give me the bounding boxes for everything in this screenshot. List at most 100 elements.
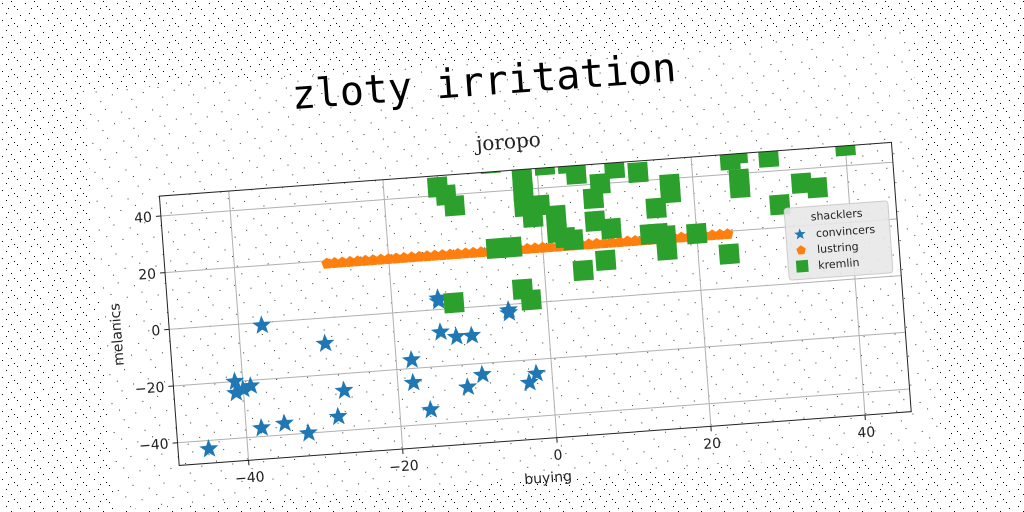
y-tick-label: 20: [138, 266, 157, 283]
lustring-point: [436, 249, 449, 261]
legend-marker-lustring: [796, 245, 806, 255]
kremlin-point: [729, 176, 751, 199]
lustring-point: [406, 251, 418, 263]
convincers-point: [421, 399, 441, 419]
convincers-point: [428, 291, 448, 310]
kremlin-point: [443, 292, 465, 314]
lustring-point: [336, 256, 349, 268]
convincers-point: [401, 350, 421, 369]
lustring-point: [467, 246, 480, 258]
axes-frame: [158, 141, 912, 466]
lustring-point: [321, 257, 333, 269]
convincers-point: [199, 438, 219, 458]
convincers-point: [251, 418, 271, 437]
convincers-point: [430, 322, 450, 341]
lustring-point: [714, 228, 726, 240]
kremlin-point: [545, 204, 567, 227]
legend-marker-convincers: [794, 228, 806, 240]
lustring-point: [390, 252, 402, 264]
lustring-point: [429, 249, 441, 261]
x-tick-label: 40: [857, 424, 876, 441]
kremlin-point: [627, 161, 649, 184]
lustring-point: [721, 228, 734, 240]
convincers-point: [334, 380, 354, 400]
y-tick-label: −40: [139, 436, 170, 454]
figure: zloty irritation joropo −40−2002040−40−2…: [83, 30, 943, 511]
lustring-point: [328, 257, 341, 269]
convincers-point: [472, 364, 492, 384]
legend-entry-lustring: lustring: [817, 240, 859, 256]
legend-title: shacklers: [810, 207, 863, 224]
convincers-point: [446, 326, 466, 346]
y-tick-label: −20: [134, 380, 165, 398]
x-gridline: [844, 145, 866, 416]
kremlin-point: [790, 172, 813, 194]
grid-lines: [160, 145, 910, 461]
kremlin-point: [562, 229, 584, 251]
convincers-point: [241, 376, 261, 395]
kremlin-point: [806, 177, 829, 199]
tick-labels: −40 −20 0 20 40 −40 −20 0 20 40: [134, 210, 876, 488]
x-gridline: [690, 157, 712, 427]
convincers-point: [315, 333, 335, 353]
lustring-point: [359, 254, 372, 266]
y-gridline: [173, 331, 906, 387]
kremlin-point: [659, 173, 681, 195]
lustring-point: [675, 231, 688, 243]
lustring-point: [352, 255, 364, 267]
lustring-point: [382, 253, 395, 265]
convincers-point: [462, 325, 482, 345]
legend-entry-kremlin: kremlin: [818, 256, 860, 272]
convincers-point: [526, 363, 546, 383]
x-gridline: [228, 190, 250, 461]
convincers-point: [498, 300, 518, 319]
convincers-point: [403, 372, 423, 392]
y-gridline: [177, 388, 910, 444]
convincers-point: [252, 315, 272, 334]
lustring-point: [452, 248, 464, 260]
axes-title: joropo: [473, 127, 541, 156]
kremlin-point: [501, 236, 523, 258]
convincers-point: [328, 406, 348, 426]
kremlin-point: [443, 195, 466, 217]
convincers-point: [225, 371, 245, 391]
legend-entry-convincers: convincers: [815, 223, 875, 240]
x-axis-label: buying: [524, 469, 573, 488]
convincers-point: [298, 423, 318, 442]
kremlin-point: [565, 163, 587, 185]
kremlin-point: [656, 239, 678, 261]
lustring-point: [444, 248, 456, 260]
lustring-point: [413, 250, 426, 262]
lustring-point: [398, 251, 410, 264]
lustring-point: [521, 242, 533, 254]
kremlin-point: [584, 210, 606, 232]
lustring-point: [459, 247, 472, 259]
kremlin-point: [595, 249, 617, 271]
lustring-point: [706, 229, 718, 241]
kremlin-point: [572, 259, 594, 282]
kremlin-point: [600, 217, 622, 240]
y-axis-label: melanics: [107, 303, 128, 366]
kremlin-point: [686, 222, 708, 245]
lustring-point: [583, 238, 595, 250]
lustring-point: [621, 235, 634, 247]
x-tick-label: 20: [703, 436, 722, 453]
series-convincers: [199, 288, 546, 458]
lustring-point: [614, 236, 626, 248]
lustring-point: [529, 242, 541, 254]
lustring-point: [475, 246, 487, 258]
lustring-point: [606, 236, 618, 248]
convincers-point: [458, 377, 478, 396]
kremlin-point: [520, 289, 542, 311]
kremlin-point: [528, 194, 551, 216]
lustring-point: [375, 253, 387, 265]
lustring-point: [598, 237, 611, 249]
convincers-point: [233, 379, 253, 398]
x-tick-label: −20: [389, 458, 420, 476]
y-tick-label: 0: [151, 323, 161, 340]
lustring-point: [590, 237, 603, 249]
lustring-point: [367, 254, 379, 266]
lustring-point: [421, 250, 433, 262]
